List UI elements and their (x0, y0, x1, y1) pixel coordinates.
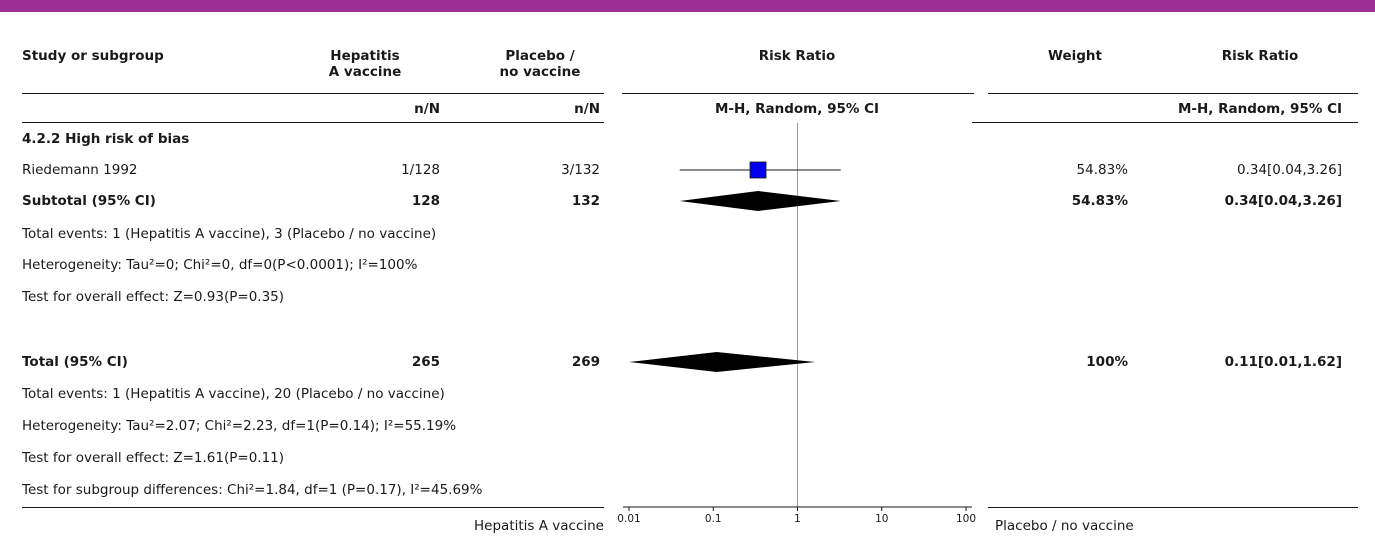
study-ci: 0.34[0.04,3.26] (1236, 162, 1342, 178)
total-ctl: 269 (571, 354, 600, 370)
total-weight: 100% (1086, 354, 1128, 370)
header-study: Study or subgroup (22, 48, 164, 64)
x-tick-label: 0.01 (617, 513, 640, 525)
subtotal-label: Subtotal (95% CI) (22, 193, 156, 209)
header-rule2-right (972, 122, 1358, 123)
study-effect-marker (749, 161, 767, 179)
total-events: Total events: 1 (Hepatitis A vaccine), 2… (22, 386, 445, 402)
study-name: Riedemann 1992 (22, 162, 138, 178)
subtotal-ctl: 132 (571, 193, 600, 209)
total-diamond (629, 352, 816, 372)
footer-rule-right (988, 507, 1358, 508)
header-ctl-line1: Placebo / (505, 48, 575, 64)
header-rule-left (22, 93, 604, 94)
study-weight: 54.83% (1076, 162, 1128, 178)
accent-bar (0, 0, 1375, 12)
favours-left: Hepatitis A vaccine (474, 518, 604, 534)
subtotal-exp: 128 (411, 193, 440, 209)
total-exp: 265 (411, 354, 440, 370)
header-risk-ratio: Risk Ratio (758, 48, 836, 64)
header-method-2: M-H, Random, 95% CI (1177, 101, 1342, 117)
x-tick-label: 100 (956, 513, 976, 525)
header-risk-ratio-2: Risk Ratio (1221, 48, 1299, 64)
subgroup-differences: Test for subgroup differences: Chi²=1.84… (22, 482, 483, 498)
header-exp-line1: Hepatitis (330, 48, 400, 64)
header-rule-right (988, 93, 1358, 94)
subgroup-overall-effect: Test for overall effect: Z=0.93(P=0.35) (22, 289, 285, 305)
total-overall-effect: Test for overall effect: Z=1.61(P=0.11) (22, 450, 285, 466)
x-tick-label: 10 (875, 513, 888, 525)
total-label: Total (95% CI) (22, 354, 128, 370)
header-rule-plot (622, 93, 974, 94)
header-method: M-H, Random, 95% CI (714, 101, 880, 117)
x-axis-ticks: 0.01 0.1 1 10 100 (617, 507, 976, 525)
header-ctl-nN: n/N (574, 101, 600, 117)
subgroup-title: 4.2.2 High risk of bias (22, 131, 190, 147)
header-ctl-line2: no vaccine (499, 64, 581, 80)
study-exp: 1/128 (401, 162, 440, 178)
favours-right: Placebo / no vaccine (995, 518, 1134, 534)
subtotal-ci: 0.34[0.04,3.26] (1224, 193, 1342, 209)
total-heterogeneity: Heterogeneity: Tau²=2.07; Chi²=2.23, df=… (22, 418, 457, 434)
header-rule2-left (22, 122, 604, 123)
subtotal-weight: 54.83% (1071, 193, 1128, 209)
x-tick-label: 0.1 (705, 513, 722, 525)
x-tick-label: 1 (794, 513, 801, 525)
footer-rule-left (22, 507, 604, 508)
header-exp-nN: n/N (414, 101, 440, 117)
subgroup-heterogeneity: Heterogeneity: Tau²=0; Chi²=0, df=0(P<0.… (22, 257, 418, 273)
study-ctl: 3/132 (561, 162, 600, 178)
subgroup-events: Total events: 1 (Hepatitis A vaccine), 3… (22, 226, 437, 242)
subtotal-diamond (679, 191, 841, 211)
header-exp-line2: A vaccine (328, 64, 402, 80)
header-weight: Weight (1048, 48, 1102, 64)
total-ci: 0.11[0.01,1.62] (1224, 354, 1342, 370)
